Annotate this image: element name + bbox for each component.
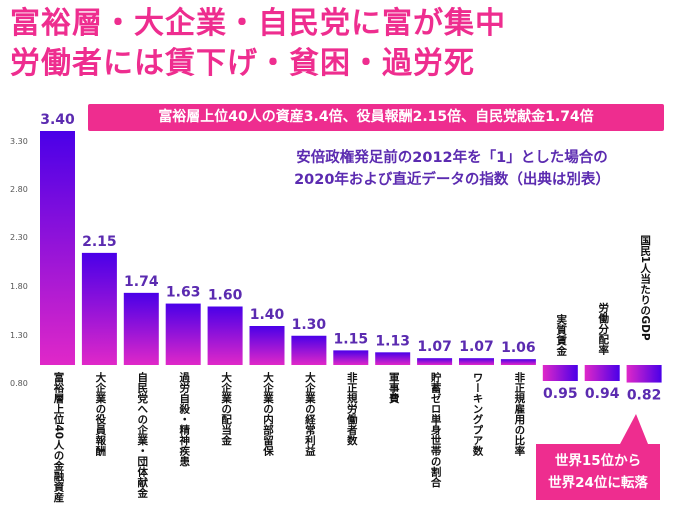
value-label: 1.40	[250, 307, 285, 323]
bar	[165, 303, 201, 365]
bar	[81, 252, 117, 365]
title-line-2: 労働者には賃下げ・貧困・過労死	[10, 46, 475, 81]
value-label: 0.82	[627, 388, 662, 404]
note-box: 世界15位から 世界24位に転落	[536, 444, 660, 500]
bar	[333, 350, 369, 365]
category-label: 労働分配率	[597, 302, 609, 356]
category-labels-group: 富裕層上位40人の金融資産 大企業の役員報酬 自民党への企業・団体献金 過労自殺・精神…	[53, 235, 652, 503]
bar	[291, 335, 327, 365]
value-label: 1.60	[208, 288, 243, 304]
category-label: 大企業の配当金	[220, 371, 232, 445]
value-label: 1.07	[459, 339, 494, 355]
value-label: 1.15	[334, 331, 369, 347]
chart-subtitle: 安倍政権発足前の2012年を「1」とした場合の 2020年および直近データの指数…	[232, 147, 672, 191]
bar	[207, 306, 243, 365]
bar	[459, 358, 494, 365]
title-line-1: 富裕層・大企業・自民党に富が集中	[10, 6, 506, 41]
subtitle-line-1: 安倍政権発足前の2012年を「1」とした場合の	[296, 150, 608, 166]
category-label: 過労自殺・精神疾患	[178, 371, 190, 467]
note-callout-pointer	[620, 414, 648, 444]
bar	[40, 131, 75, 365]
bar	[249, 326, 285, 365]
category-label: 大企業の役員報酬	[94, 371, 106, 457]
bar	[626, 365, 662, 383]
category-label: 国民1人当たりのGDP	[639, 235, 651, 341]
value-label: 1.07	[417, 339, 452, 355]
category-label: 自民党への企業・団体献金	[136, 371, 148, 498]
bar	[500, 359, 536, 365]
y-tick-label: 0.80	[10, 379, 28, 388]
bar	[542, 365, 578, 381]
value-label: 1.30	[292, 317, 327, 333]
note-line-2: 世界24位に転落	[548, 475, 648, 491]
bar	[417, 358, 453, 365]
y-tick-label: 1.80	[10, 282, 28, 291]
y-tick-label: 1.30	[10, 331, 28, 340]
value-labels-group: 3.40 2.15 1.74 1.63 1.60 1.40 1.30 1.15 1.13 1.07…	[40, 112, 661, 404]
value-label: 1.06	[501, 340, 536, 356]
category-label: ワーキングプア数	[472, 372, 484, 457]
value-label: 2.15	[82, 234, 117, 250]
page-title: 富裕層・大企業・自民党に富が集中 労働者には賃下げ・貧困・過労死	[10, 4, 675, 84]
category-label: 実質賃金	[555, 313, 567, 356]
category-label: 富裕層上位40人の金融資産	[53, 371, 65, 503]
value-label: 1.74	[124, 274, 159, 290]
bar	[123, 292, 159, 365]
category-label: 軍事費	[388, 372, 400, 404]
y-tick-label: 2.30	[10, 233, 28, 242]
bar	[375, 352, 411, 365]
note-line-1: 世界15位から	[554, 453, 642, 469]
value-label: 1.63	[166, 285, 201, 301]
category-label: 大企業の経常利益	[304, 371, 316, 456]
bar	[584, 365, 620, 381]
y-tick-label: 2.80	[10, 185, 28, 194]
value-label: 0.95	[543, 386, 578, 402]
y-tick-label: 3.30	[10, 137, 28, 146]
subtitle-line-2: 2020年および直近データの指数（出典は別表）	[294, 172, 610, 188]
summary-banner: 富裕層上位40人の資産3.4倍、役員報酬2.15倍、自民党献金1.74倍	[88, 104, 664, 131]
value-label: 1.13	[375, 333, 410, 349]
category-label: 非正規労働者数	[346, 371, 358, 446]
bars-group	[40, 131, 662, 383]
category-label: 大企業の内部留保	[262, 371, 274, 457]
value-label: 3.40	[40, 112, 75, 128]
category-label: 非正規雇用の比率	[513, 371, 525, 457]
y-axis: 3.30 2.80 2.30 1.80 1.30 0.80	[10, 137, 28, 388]
value-label: 0.94	[585, 386, 620, 402]
category-label: 貯蓄ゼロ単身世帯の割合	[430, 371, 442, 488]
